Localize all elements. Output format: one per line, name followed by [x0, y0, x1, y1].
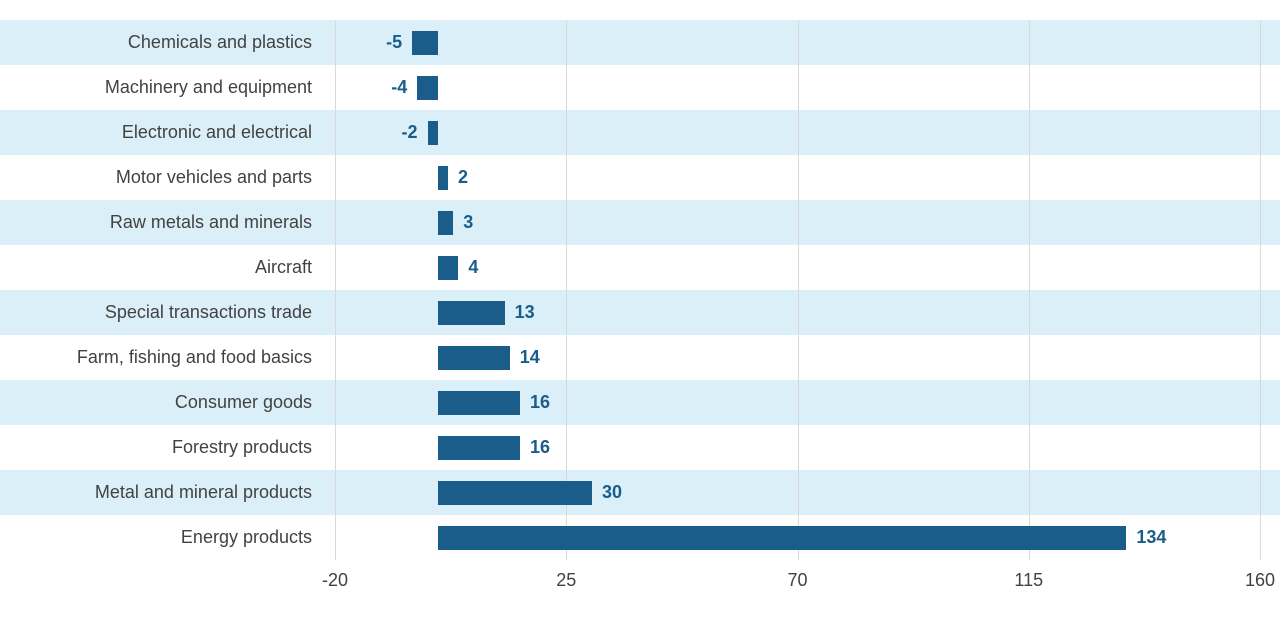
bar	[428, 121, 438, 145]
category-label: Electronic and electrical	[0, 110, 320, 155]
category-label: Energy products	[0, 515, 320, 560]
bar	[438, 346, 510, 370]
bar	[438, 256, 459, 280]
bar	[438, 166, 448, 190]
x-tick-label: 25	[556, 570, 576, 591]
bar	[438, 436, 520, 460]
category-label: Forestry products	[0, 425, 320, 470]
bar	[438, 301, 505, 325]
x-tick-label: 115	[1014, 570, 1043, 591]
category-label: Machinery and equipment	[0, 65, 320, 110]
value-label: 2	[458, 155, 468, 200]
bar	[438, 526, 1127, 550]
bar	[438, 211, 453, 235]
value-label: -2	[401, 110, 417, 155]
x-tick-label: 70	[787, 570, 807, 591]
value-label: 4	[468, 245, 478, 290]
category-label: Aircraft	[0, 245, 320, 290]
gridline	[566, 20, 567, 560]
value-label: 14	[520, 335, 540, 380]
value-label: -4	[391, 65, 407, 110]
trade-balance-chart: Chemicals and plastics -5 Machinery and eq…	[0, 0, 1280, 620]
value-label: 13	[515, 290, 535, 335]
category-label: Farm, fishing and food basics	[0, 335, 320, 380]
x-tick-label: 160	[1245, 570, 1275, 591]
category-label: Special transactions trade	[0, 290, 320, 335]
value-label: 134	[1136, 515, 1166, 560]
bar	[412, 31, 438, 55]
bar	[417, 76, 438, 100]
value-label: 16	[530, 380, 550, 425]
gridline	[1260, 20, 1261, 560]
gridline	[335, 20, 336, 560]
x-tick-label: -20	[322, 570, 348, 591]
value-label: 16	[530, 425, 550, 470]
gridline	[1029, 20, 1030, 560]
category-label: Chemicals and plastics	[0, 20, 320, 65]
value-label: 30	[602, 470, 622, 515]
category-label: Consumer goods	[0, 380, 320, 425]
category-label: Raw metals and minerals	[0, 200, 320, 245]
bar	[438, 391, 520, 415]
value-label: -5	[386, 20, 402, 65]
gridline	[798, 20, 799, 560]
bar	[438, 481, 592, 505]
category-label: Motor vehicles and parts	[0, 155, 320, 200]
value-label: 3	[463, 200, 473, 245]
category-label: Metal and mineral products	[0, 470, 320, 515]
